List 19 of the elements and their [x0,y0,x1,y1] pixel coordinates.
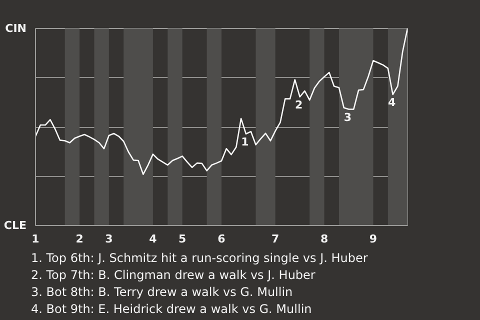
x-tick-label: 9 [369,232,378,246]
x-tick-label: 3 [105,232,113,246]
text: CIN [5,22,27,35]
text: 1. Top 6th: J. Schmitz hit a run-scoring single vs J. Huber [31,250,368,267]
x-tick-label: 6 [218,232,226,246]
x-tick-label: 4 [149,232,158,246]
x-tick-label: 1 [32,232,40,246]
text: CLE [4,219,27,232]
annotation: 4 [388,96,396,109]
x-tick-label: 8 [320,232,328,246]
annotation: 3 [344,110,352,124]
x-tick-label: 5 [178,232,186,246]
text: 4. Bot 9th: E. Heidrick drew a walk vs G. Mullin [31,301,313,318]
text: 3. Bot 8th: B. Terry drew a walk vs G. Mullin [31,284,294,301]
x-tick-label: 7 [272,232,280,246]
annotation: 2 [294,98,303,112]
x-tick-label: 2 [76,232,84,246]
text: 2. Top 7th: B. Clingman drew a walk vs J. Huber [31,267,316,284]
annotation: 1 [241,135,249,148]
